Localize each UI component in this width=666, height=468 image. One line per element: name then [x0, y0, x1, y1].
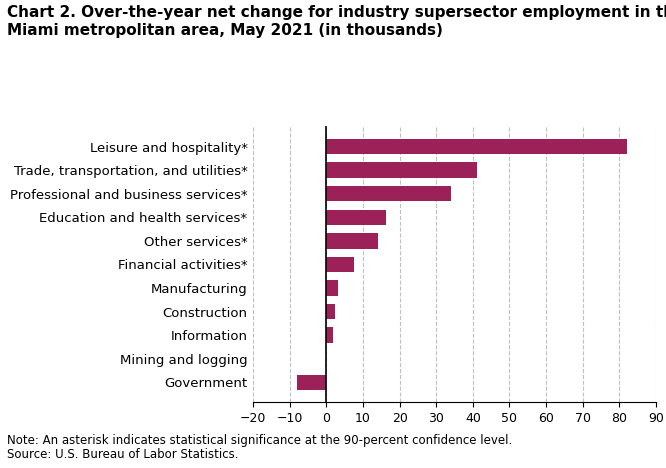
Bar	[326, 162, 478, 178]
Bar	[297, 374, 326, 390]
Text: Chart 2. Over-the-year net change for industry supersector employment in the
Mia: Chart 2. Over-the-year net change for in…	[7, 5, 666, 38]
Bar	[326, 139, 627, 154]
Bar	[326, 233, 378, 249]
Bar	[326, 304, 336, 319]
Bar	[326, 328, 332, 343]
Bar	[326, 257, 354, 272]
Bar	[326, 210, 386, 225]
Bar	[326, 186, 451, 201]
Text: Source: U.S. Bureau of Labor Statistics.: Source: U.S. Bureau of Labor Statistics.	[7, 448, 238, 461]
Bar	[326, 280, 338, 296]
Text: Note: An asterisk indicates statistical significance at the 90-percent confidenc: Note: An asterisk indicates statistical …	[7, 434, 512, 447]
